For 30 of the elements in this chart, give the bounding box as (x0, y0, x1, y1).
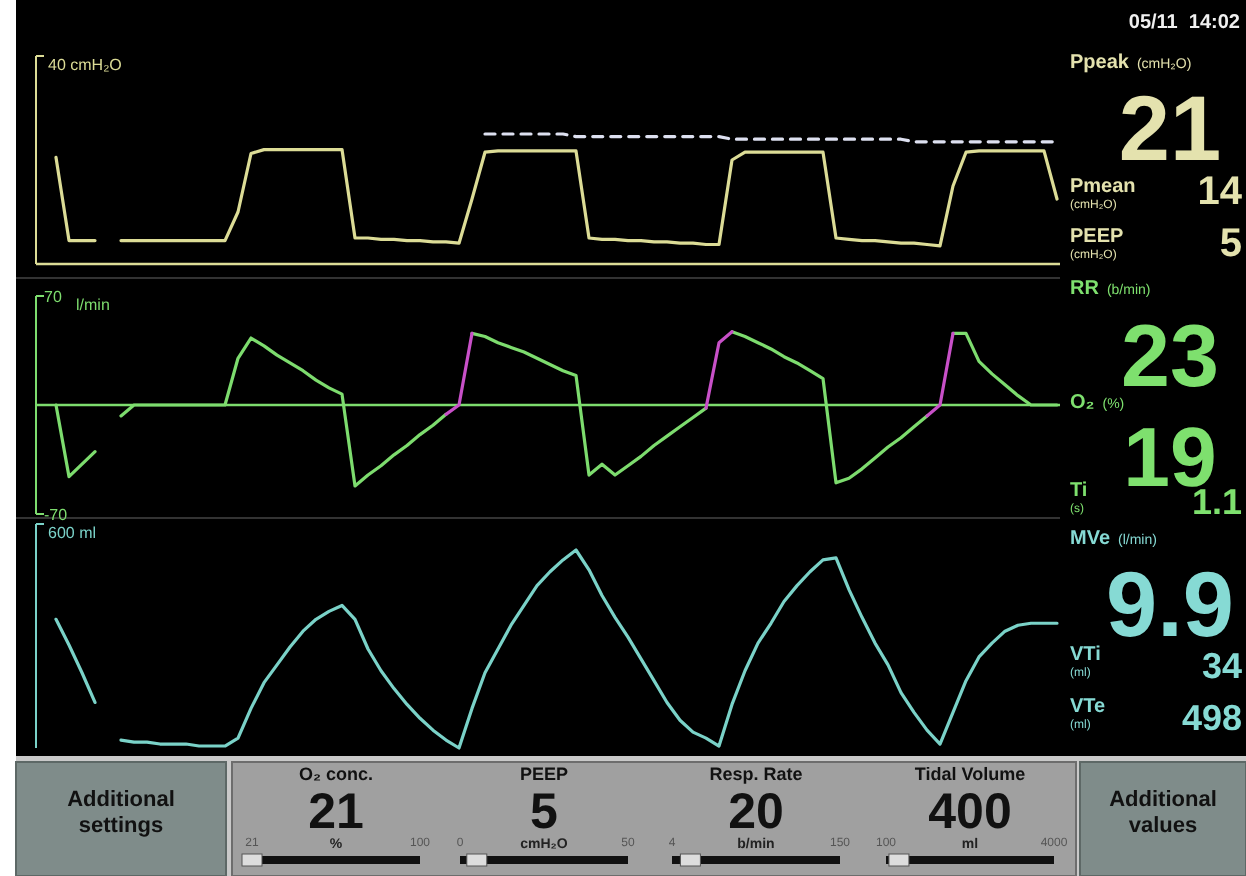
y-axis-title: 600 ml (48, 523, 97, 542)
data-label: 23 (1121, 308, 1219, 406)
y-tick-label: 70 (44, 287, 63, 306)
y-axis-title: 40 cmH₂O (48, 55, 122, 74)
text: Ppeak (1070, 52, 1129, 74)
text: MVe (1070, 528, 1111, 550)
text: PEEP (1070, 226, 1125, 248)
y-axis-title: l/min (76, 295, 110, 314)
data-label: 5 (530, 784, 559, 840)
data-label: 400 (928, 784, 1012, 840)
text: O₂ conc. (298, 764, 374, 784)
data-label: 498 (1181, 698, 1242, 738)
data-label: 5 (1219, 222, 1242, 266)
text: Ti (1070, 480, 1088, 502)
text: Resp. Rate (709, 764, 803, 784)
text: Additional settings (67, 788, 175, 838)
text: RR (1070, 278, 1099, 300)
text: VTe (1070, 696, 1107, 718)
text: O₂ (1070, 392, 1095, 414)
text: VTi (1070, 644, 1102, 666)
text: Additional values (1109, 788, 1217, 838)
text: Pmean (1070, 176, 1136, 198)
data-label: 14 (1197, 170, 1244, 214)
y-tick-label: -70 (44, 505, 69, 524)
text: 05/11 14:02 (1128, 12, 1241, 34)
text: Tidal Volume (914, 764, 1026, 784)
data-label: 20 (728, 784, 784, 840)
text: PEEP (519, 764, 569, 784)
data-label: 34 (1201, 646, 1242, 686)
data-label: 21 (308, 784, 364, 840)
